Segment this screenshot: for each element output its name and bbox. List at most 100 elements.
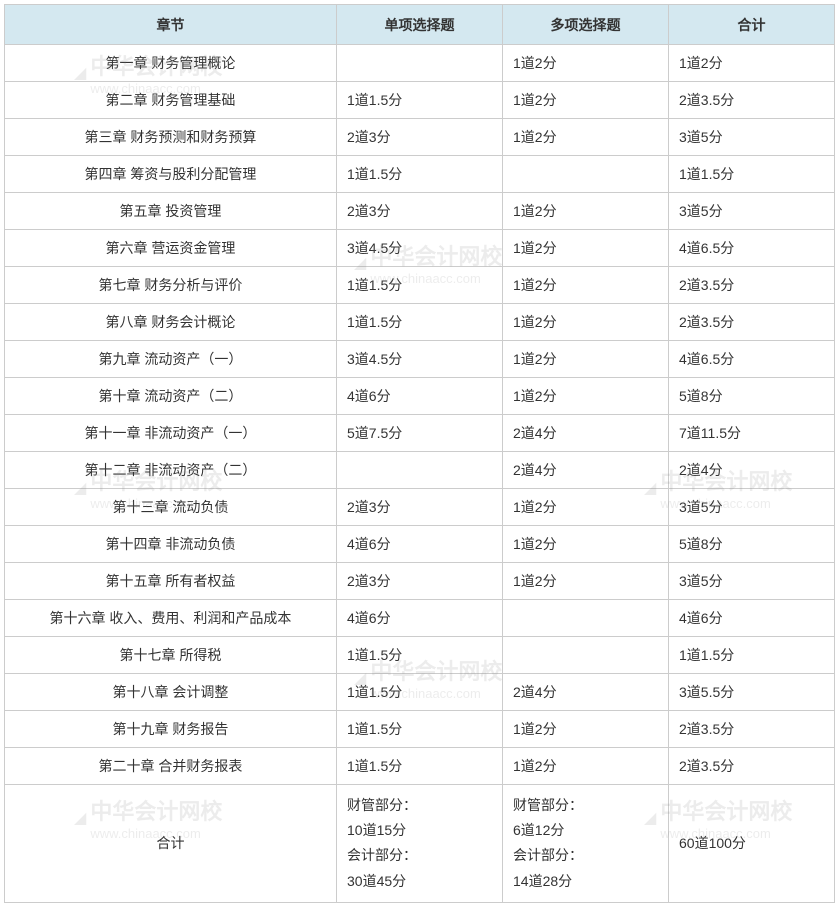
chapter-cell: 第七章 财务分析与评价 bbox=[5, 267, 337, 304]
multi-cell: 1道2分 bbox=[503, 489, 669, 526]
table-row: 第十二章 非流动资产（二）2道4分2道4分 bbox=[5, 452, 835, 489]
summary-line: 14道28分 bbox=[513, 869, 658, 894]
multi-cell: 2道4分 bbox=[503, 452, 669, 489]
table-row: 第十七章 所得税1道1.5分1道1.5分 bbox=[5, 637, 835, 674]
chapter-cell: 第十六章 收入、费用、利润和产品成本 bbox=[5, 600, 337, 637]
single-cell: 3道4.5分 bbox=[337, 341, 503, 378]
total-cell: 1道1.5分 bbox=[669, 637, 835, 674]
total-cell: 2道3.5分 bbox=[669, 267, 835, 304]
total-cell: 2道3.5分 bbox=[669, 82, 835, 119]
single-cell: 1道1.5分 bbox=[337, 304, 503, 341]
total-cell: 2道3.5分 bbox=[669, 304, 835, 341]
multi-cell: 1道2分 bbox=[503, 119, 669, 156]
table-row: 第七章 财务分析与评价1道1.5分1道2分2道3.5分 bbox=[5, 267, 835, 304]
total-cell: 4道6.5分 bbox=[669, 230, 835, 267]
table-row: 第九章 流动资产（一）3道4.5分1道2分4道6.5分 bbox=[5, 341, 835, 378]
total-cell: 3道5分 bbox=[669, 119, 835, 156]
chapter-cell: 第十一章 非流动资产（一） bbox=[5, 415, 337, 452]
chapter-cell: 第一章 财务管理概论 bbox=[5, 45, 337, 82]
table-row: 第二十章 合并财务报表1道1.5分1道2分2道3.5分 bbox=[5, 748, 835, 785]
total-cell: 2道3.5分 bbox=[669, 711, 835, 748]
header-single: 单项选择题 bbox=[337, 5, 503, 45]
single-cell: 5道7.5分 bbox=[337, 415, 503, 452]
summary-line: 会计部分： bbox=[347, 843, 492, 868]
multi-cell: 2道4分 bbox=[503, 415, 669, 452]
chapter-cell: 第三章 财务预测和财务预算 bbox=[5, 119, 337, 156]
multi-cell bbox=[503, 156, 669, 193]
chapter-cell: 第二章 财务管理基础 bbox=[5, 82, 337, 119]
single-cell: 2道3分 bbox=[337, 563, 503, 600]
total-cell: 3道5.5分 bbox=[669, 674, 835, 711]
chapter-cell: 第十四章 非流动负债 bbox=[5, 526, 337, 563]
multi-cell: 1道2分 bbox=[503, 304, 669, 341]
total-cell: 5道8分 bbox=[669, 378, 835, 415]
chapter-cell: 第十七章 所得税 bbox=[5, 637, 337, 674]
multi-cell: 1道2分 bbox=[503, 230, 669, 267]
single-cell: 4道6分 bbox=[337, 600, 503, 637]
chapter-cell: 第十五章 所有者权益 bbox=[5, 563, 337, 600]
multi-cell: 1道2分 bbox=[503, 267, 669, 304]
total-cell: 5道8分 bbox=[669, 526, 835, 563]
total-cell: 2道3.5分 bbox=[669, 748, 835, 785]
single-cell: 1道1.5分 bbox=[337, 156, 503, 193]
single-cell: 2道3分 bbox=[337, 193, 503, 230]
table-row: 第六章 营运资金管理3道4.5分1道2分4道6.5分 bbox=[5, 230, 835, 267]
summary-line: 会计部分： bbox=[513, 843, 658, 868]
exam-table: 章节 单项选择题 多项选择题 合计 第一章 财务管理概论1道2分1道2分第二章 … bbox=[4, 4, 835, 903]
summary-line: 10道15分 bbox=[347, 818, 492, 843]
table-row: 第十章 流动资产（二）4道6分1道2分5道8分 bbox=[5, 378, 835, 415]
summary-line: 财管部分： bbox=[347, 793, 492, 818]
table-row: 第十六章 收入、费用、利润和产品成本4道6分4道6分 bbox=[5, 600, 835, 637]
single-cell: 4道6分 bbox=[337, 378, 503, 415]
table-container: 章节 单项选择题 多项选择题 合计 第一章 财务管理概论1道2分1道2分第二章 … bbox=[4, 4, 832, 903]
table-row: 第十八章 会计调整1道1.5分2道4分3道5.5分 bbox=[5, 674, 835, 711]
summary-line: 财管部分： bbox=[513, 793, 658, 818]
total-cell: 7道11.5分 bbox=[669, 415, 835, 452]
table-row: 第十三章 流动负债2道3分1道2分3道5分 bbox=[5, 489, 835, 526]
single-cell: 3道4.5分 bbox=[337, 230, 503, 267]
single-cell bbox=[337, 45, 503, 82]
table-header-row: 章节 单项选择题 多项选择题 合计 bbox=[5, 5, 835, 45]
chapter-cell: 第十三章 流动负债 bbox=[5, 489, 337, 526]
header-chapter: 章节 bbox=[5, 5, 337, 45]
table-row: 第十五章 所有者权益2道3分1道2分3道5分 bbox=[5, 563, 835, 600]
single-cell: 1道1.5分 bbox=[337, 637, 503, 674]
single-cell: 1道1.5分 bbox=[337, 82, 503, 119]
table-row: 第十九章 财务报告1道1.5分1道2分2道3.5分 bbox=[5, 711, 835, 748]
header-total: 合计 bbox=[669, 5, 835, 45]
table-row: 第八章 财务会计概论1道1.5分1道2分2道3.5分 bbox=[5, 304, 835, 341]
chapter-cell: 第十九章 财务报告 bbox=[5, 711, 337, 748]
total-cell: 4道6分 bbox=[669, 600, 835, 637]
summary-line: 30道45分 bbox=[347, 869, 492, 894]
multi-cell: 2道4分 bbox=[503, 674, 669, 711]
chapter-cell: 第十章 流动资产（二） bbox=[5, 378, 337, 415]
table-row: 第二章 财务管理基础1道1.5分1道2分2道3.5分 bbox=[5, 82, 835, 119]
single-cell: 1道1.5分 bbox=[337, 267, 503, 304]
multi-cell: 1道2分 bbox=[503, 526, 669, 563]
single-cell: 4道6分 bbox=[337, 526, 503, 563]
table-row: 第十一章 非流动资产（一）5道7.5分2道4分7道11.5分 bbox=[5, 415, 835, 452]
total-cell: 1道1.5分 bbox=[669, 156, 835, 193]
summary-total: 60道100分 bbox=[669, 785, 835, 903]
total-cell: 4道6.5分 bbox=[669, 341, 835, 378]
multi-cell: 1道2分 bbox=[503, 748, 669, 785]
chapter-cell: 第九章 流动资产（一） bbox=[5, 341, 337, 378]
table-row: 第十四章 非流动负债4道6分1道2分5道8分 bbox=[5, 526, 835, 563]
table-row: 第五章 投资管理2道3分1道2分3道5分 bbox=[5, 193, 835, 230]
summary-label: 合计 bbox=[5, 785, 337, 903]
multi-cell: 1道2分 bbox=[503, 341, 669, 378]
single-cell: 1道1.5分 bbox=[337, 711, 503, 748]
table-row: 第四章 筹资与股利分配管理1道1.5分1道1.5分 bbox=[5, 156, 835, 193]
multi-cell: 1道2分 bbox=[503, 711, 669, 748]
multi-cell bbox=[503, 600, 669, 637]
multi-cell: 1道2分 bbox=[503, 193, 669, 230]
chapter-cell: 第八章 财务会计概论 bbox=[5, 304, 337, 341]
chapter-cell: 第十八章 会计调整 bbox=[5, 674, 337, 711]
total-cell: 1道2分 bbox=[669, 45, 835, 82]
chapter-cell: 第二十章 合并财务报表 bbox=[5, 748, 337, 785]
total-cell: 3道5分 bbox=[669, 193, 835, 230]
table-row: 第一章 财务管理概论1道2分1道2分 bbox=[5, 45, 835, 82]
multi-cell bbox=[503, 637, 669, 674]
multi-cell: 1道2分 bbox=[503, 378, 669, 415]
total-cell: 3道5分 bbox=[669, 489, 835, 526]
